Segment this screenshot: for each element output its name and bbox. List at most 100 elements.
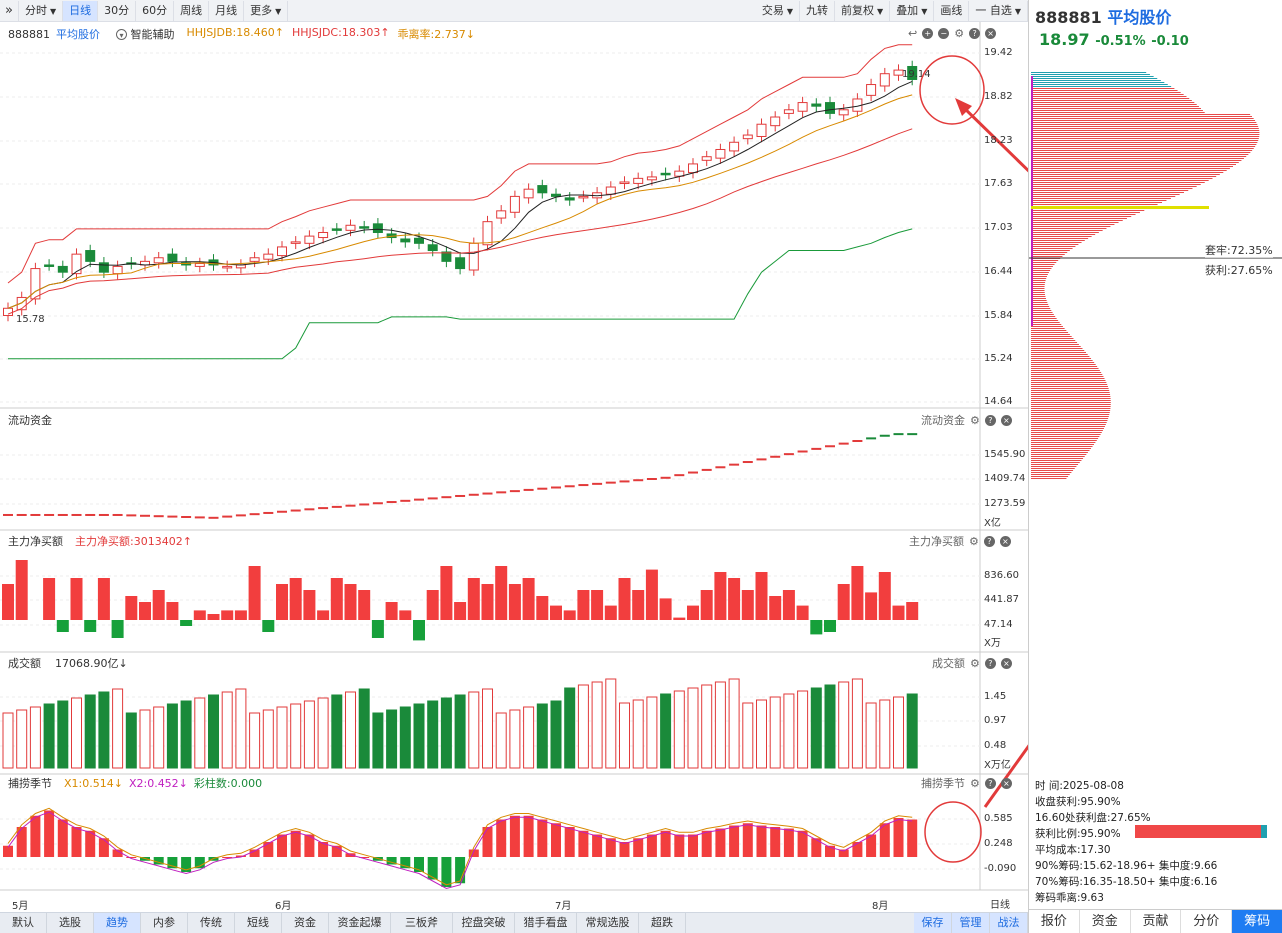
chip-bar [1031, 278, 1047, 279]
volume-bar-up [701, 684, 713, 769]
strategy-tab-5[interactable]: 短线 [235, 913, 282, 933]
season-bar-positive [537, 819, 548, 857]
strategy-tabs: 默认 选股 趋势 内参 传统 短线 资金 资金起爆 三板斧 控盘突破 猎手看盘 常规选股 超跌 保存 管理… [0, 912, 1028, 933]
volume-bar-down [98, 691, 110, 769]
chip-bar [1031, 252, 1068, 253]
tool-button-1[interactable]: 九转 [800, 0, 836, 21]
rp-tab-1[interactable]: 资金 [1080, 910, 1131, 933]
net-bar-positive [43, 578, 56, 620]
net-bar-negative [180, 620, 193, 626]
net-bar-positive [440, 566, 453, 620]
strategy-tab-7[interactable]: 资金起爆 [329, 913, 391, 933]
strategy-tab-2[interactable]: 趋势 [94, 913, 141, 933]
season-bar-positive [263, 842, 274, 857]
flow-settings-icon[interactable]: ⚙ [970, 413, 980, 427]
chip-bar [1031, 262, 1057, 263]
season-help-icon[interactable]: ? [984, 777, 996, 789]
bottom-action-2[interactable]: 战法 [990, 913, 1028, 933]
strategy-tab-12[interactable]: 超跌 [639, 913, 686, 933]
volume-bar-up [865, 702, 877, 769]
net-bar-positive [166, 602, 179, 620]
volume-bar-up [153, 706, 165, 769]
mainnet-close-icon[interactable]: × [999, 535, 1011, 547]
net-bar-positive [289, 578, 302, 620]
strategy-tab-11[interactable]: 常规选股 [577, 913, 639, 933]
flow-title: 流动资金 [8, 414, 52, 427]
mainnet-help-icon[interactable]: ? [983, 535, 995, 547]
strategy-tab-10[interactable]: 猎手看盘 [515, 913, 577, 933]
kline-chart[interactable]: 19.14 15.78 [0, 22, 1028, 912]
rp-tab-0[interactable]: 报价 [1029, 910, 1080, 933]
candle-down [400, 238, 411, 243]
flow-close-icon[interactable]: × [1000, 414, 1012, 426]
stock-name[interactable]: 平均股价 [56, 28, 100, 41]
strategy-tab-9[interactable]: 控盘突破 [453, 913, 515, 933]
period-button-3[interactable]: 60分 [136, 0, 175, 21]
tool-button-3[interactable]: 叠加 ▼ [890, 0, 935, 21]
rp-tab-4[interactable]: 筹码 [1232, 910, 1282, 933]
season-bar-positive [331, 845, 342, 857]
flow-help-icon[interactable]: ? [984, 414, 996, 426]
settings-icon[interactable]: ⚙ [954, 27, 965, 40]
chip-bar [1031, 346, 1081, 347]
stat-row-1: 收盘获利:95.90% [1035, 796, 1121, 808]
bottom-action-1[interactable]: 管理 [952, 913, 990, 933]
chip-bar [1031, 434, 1101, 435]
chip-bar [1031, 76, 1154, 77]
chip-bar [1031, 102, 1195, 103]
mainnet-settings-icon[interactable]: ⚙ [969, 534, 979, 548]
candle-down [372, 223, 383, 233]
tool-button-4[interactable]: 画线 [934, 0, 970, 21]
volume-close-icon[interactable]: × [1000, 657, 1012, 669]
stat-row-3: 获利比例:95.90% [1035, 828, 1121, 840]
bottom-action-0[interactable]: 保存 [914, 913, 952, 933]
rp-tab-2[interactable]: 贡献 [1131, 910, 1182, 933]
season-close-icon[interactable]: × [1000, 777, 1012, 789]
volume-settings-icon[interactable]: ⚙ [970, 656, 980, 670]
period-button-1[interactable]: 日线 [63, 0, 99, 21]
mainnet-unit: X万 [984, 638, 1001, 649]
collapse-left-icon[interactable]: » [0, 0, 19, 21]
help-icon[interactable]: ? [969, 28, 981, 39]
volume-help-icon[interactable]: ? [984, 657, 996, 669]
strategy-tab-1[interactable]: 选股 [47, 913, 94, 933]
strategy-tab-3[interactable]: 内参 [141, 913, 188, 933]
period-button-0[interactable]: 分时 ▼ [19, 0, 64, 21]
period-button-4[interactable]: 周线 [174, 0, 210, 21]
close-icon[interactable]: × [985, 28, 997, 39]
tool-button-5[interactable]: 一 自选 ▼ [969, 0, 1028, 21]
chip-bar [1031, 204, 1158, 205]
net-bar-positive [248, 566, 261, 620]
net-bar-positive [508, 584, 521, 620]
chip-bar [1031, 240, 1085, 241]
strategy-tab-4[interactable]: 传统 [188, 913, 235, 933]
net-bar-positive [207, 614, 220, 620]
tool-button-2[interactable]: 前复权 ▼ [835, 0, 891, 21]
season-bar-negative [386, 857, 397, 865]
zoom-in-icon[interactable]: + [922, 28, 934, 39]
chip-bar [1031, 394, 1111, 395]
strategy-tab-0[interactable]: 默认 [0, 913, 47, 933]
period-button-5[interactable]: 月线 [209, 0, 245, 21]
candle-up [879, 73, 890, 87]
net-bar-positive [892, 605, 905, 620]
strategy-tab-8[interactable]: 三板斧 [391, 913, 453, 933]
net-bar-positive [330, 578, 343, 620]
period-button-2[interactable]: 30分 [98, 0, 137, 21]
stat-row-5: 90%筹码:15.62-18.96+ 集中度:9.66 [1035, 860, 1218, 872]
tool-button-0[interactable]: 交易 ▼ [756, 0, 801, 21]
zoom-out-icon[interactable]: − [938, 28, 950, 39]
smart-assist-toggle[interactable]: ▾ 智能辅助 [116, 26, 175, 42]
season-settings-icon[interactable]: ⚙ [970, 776, 980, 790]
main-panel-header: 888881 平均股价 ▾ 智能辅助 HHJSJDB:18.460↑ HHJSJD… [8, 26, 475, 42]
volume-bar-down [43, 703, 55, 769]
strategy-tab-6[interactable]: 资金 [282, 913, 329, 933]
season-bar-positive [44, 810, 55, 857]
period-label: 日线 [990, 900, 1010, 911]
back-icon[interactable]: ↩ [908, 27, 918, 40]
rp-tab-3[interactable]: 分价 [1181, 910, 1233, 933]
period-button-6[interactable]: 更多 ▼ [244, 0, 289, 21]
volume-bar-up [756, 699, 767, 769]
candle-up [509, 195, 520, 213]
chip-bar [1031, 400, 1111, 401]
